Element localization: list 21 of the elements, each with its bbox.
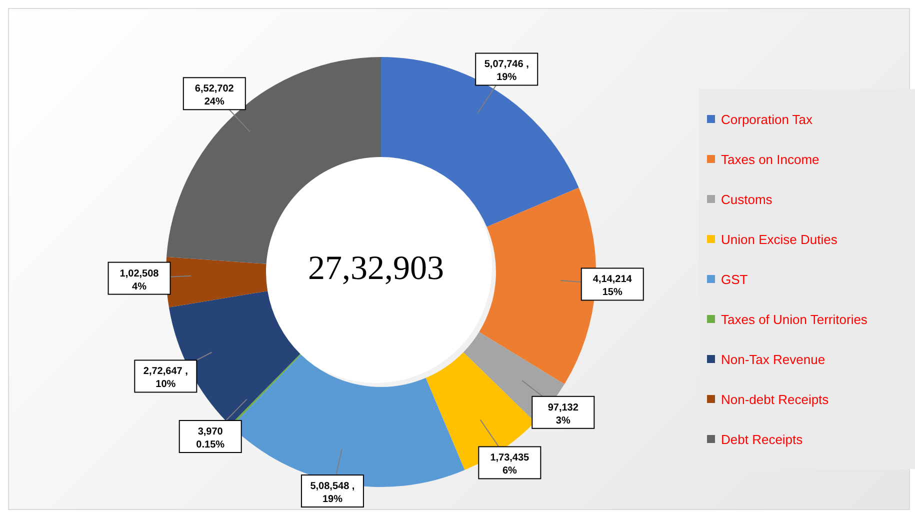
legend-label: Customs — [721, 192, 772, 206]
legend-label: GST — [721, 272, 748, 286]
data-label: 1,02,508 4% — [120, 268, 160, 292]
text: 27,32,903 — [308, 250, 444, 287]
data-label: 5,08,548 , 19% — [310, 481, 355, 505]
legend-label: Taxes on Income — [721, 152, 820, 166]
data-label: 2,72,647 , 10% — [143, 366, 188, 390]
donut-slice — [381, 57, 579, 227]
donut-slice — [166, 256, 268, 308]
legend-label: Union Excise Duties — [721, 232, 838, 246]
legend-label: Non-Tax Revenue — [721, 352, 826, 366]
data-label: 4,14,214 15% — [592, 274, 632, 298]
data-label: 1,73,435 6% — [490, 452, 530, 477]
data-label: 5,07,746 , 19% — [484, 59, 530, 84]
data-label: 3,970 0.15% — [196, 426, 225, 450]
data-label: 6,52,702 24% — [194, 84, 234, 108]
legend-label: Non-debt Receipts — [721, 392, 829, 406]
legend-label: Corporation Tax — [721, 112, 813, 126]
legend-label: Debt Receipts — [721, 432, 803, 446]
data-label: 97,132 3% — [548, 402, 579, 426]
legend-label: Taxes of Union Territories — [721, 312, 868, 326]
